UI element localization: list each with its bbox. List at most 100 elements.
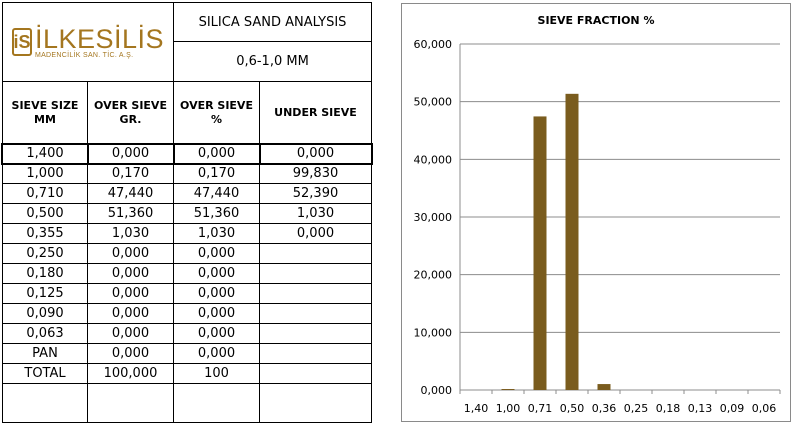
over-sieve-gr-cell[interactable]: 100,000 <box>88 364 174 384</box>
y-tick-label: 0,000 <box>421 384 453 397</box>
sieve-size-cell[interactable]: 0,125 <box>2 284 88 304</box>
x-tick-label: 1,00 <box>496 402 521 415</box>
over-sieve-gr-cell[interactable]: 47,440 <box>88 184 174 204</box>
chart-plot: 0,000 10,000 20,000 30,000 40,000 50,000 60,00… <box>414 38 781 415</box>
empty-row <box>2 384 372 423</box>
chart-title: SIEVE FRACTION % <box>537 14 655 27</box>
over-sieve-gr-cell[interactable]: 0,000 <box>88 324 174 344</box>
sieve-size-cell[interactable]: 0,090 <box>2 304 88 324</box>
over-sieve-gr-cell[interactable]: 51,360 <box>88 204 174 224</box>
over-sieve-pct-cell[interactable]: 0,000 <box>174 284 260 304</box>
x-tick-label: 0,50 <box>560 402 585 415</box>
over-sieve-pct-cell[interactable]: 0,000 <box>174 344 260 364</box>
sieve-size-cell[interactable]: 0,710 <box>2 184 88 204</box>
under-sieve-cell[interactable] <box>260 304 372 324</box>
x-tick-label: 0,18 <box>656 402 681 415</box>
sieve-fraction-chart: SIEVE FRACTION % 0,000 10,000 20,000 30,000… <box>401 3 791 422</box>
table-subtitle: 0,6-1,0 MM <box>174 42 372 82</box>
over-sieve-gr-cell[interactable]: 0,000 <box>88 304 174 324</box>
table-row: 0,500 51,360 51,360 1,030 <box>2 204 372 224</box>
header-under-sieve[interactable]: UNDER SIEVE <box>260 82 372 144</box>
sieve-size-cell[interactable]: 1,400 <box>1 143 89 165</box>
table-row: 0,250 0,000 0,000 <box>2 244 372 264</box>
x-tick-label: 0,71 <box>528 402 553 415</box>
bar-1-00 <box>501 389 515 390</box>
table-cell[interactable] <box>2 384 88 423</box>
header-over-sieve-gr[interactable]: OVER SIEVE GR. <box>88 82 174 144</box>
over-sieve-pct-cell[interactable]: 100 <box>174 364 260 384</box>
over-sieve-gr-cell[interactable]: 0,170 <box>88 164 174 184</box>
table-row: 0,180 0,000 0,000 <box>2 264 372 284</box>
table-row: 0,063 0,000 0,000 <box>2 324 372 344</box>
logo-name: İLKESİLİS <box>34 23 165 54</box>
y-tick-label: 30,000 <box>414 211 453 224</box>
y-tick-label: 40,000 <box>414 153 453 166</box>
over-sieve-gr-cell[interactable]: 0,000 <box>88 284 174 304</box>
y-tick-label: 50,000 <box>414 96 453 109</box>
header-over-sieve-pct[interactable]: OVER SIEVE % <box>174 82 260 144</box>
under-sieve-cell[interactable] <box>260 264 372 284</box>
y-tick-label: 20,000 <box>414 269 453 282</box>
x-tick-label: 0,13 <box>688 402 713 415</box>
under-sieve-cell[interactable]: 1,030 <box>260 204 372 224</box>
sieve-size-cell[interactable]: 0,250 <box>2 244 88 264</box>
table-cell[interactable] <box>260 384 372 423</box>
x-tick-label: 1,40 <box>464 402 489 415</box>
logo-mark-icon: iS <box>11 28 32 56</box>
sieve-size-cell[interactable]: 0,063 <box>2 324 88 344</box>
over-sieve-gr-cell[interactable]: 0,000 <box>88 344 174 364</box>
under-sieve-cell[interactable] <box>260 284 372 304</box>
company-logo: iS İLKESİLİS MADENCİLİK SAN. TİC. A.Ş. <box>2 2 174 82</box>
table-cell[interactable] <box>88 384 174 423</box>
over-sieve-gr-cell[interactable]: 1,030 <box>88 224 174 244</box>
table-row: 0,355 1,030 1,030 0,000 <box>2 224 372 244</box>
over-sieve-pct-cell[interactable]: 0,000 <box>174 304 260 324</box>
under-sieve-cell[interactable]: 52,390 <box>260 184 372 204</box>
table-row: 0,710 47,440 47,440 52,390 <box>2 184 372 204</box>
x-tick-label: 0,09 <box>720 402 745 415</box>
under-sieve-cell[interactable] <box>260 244 372 264</box>
analysis-sheet: iS İLKESİLİS MADENCİLİK SAN. TİC. A.Ş. S… <box>1 2 373 423</box>
over-sieve-gr-cell[interactable]: 0,000 <box>87 143 175 165</box>
bar-0-71 <box>533 116 547 391</box>
under-sieve-cell[interactable]: 0,000 <box>259 143 373 165</box>
under-sieve-cell[interactable] <box>260 364 372 384</box>
sieve-size-cell[interactable]: 0,180 <box>2 264 88 284</box>
under-sieve-cell[interactable] <box>260 344 372 364</box>
bar-0-50 <box>565 93 579 390</box>
over-sieve-pct-cell[interactable]: 51,360 <box>174 204 260 224</box>
y-tick-label: 10,000 <box>414 326 453 339</box>
over-sieve-gr-cell[interactable]: 0,000 <box>88 264 174 284</box>
table-row: 1,000 0,170 0,170 99,830 <box>2 164 372 184</box>
sieve-size-cell[interactable]: TOTAL <box>2 364 88 384</box>
under-sieve-cell[interactable] <box>260 324 372 344</box>
table-row: PAN 0,000 0,000 <box>2 344 372 364</box>
over-sieve-gr-cell[interactable]: 0,000 <box>88 244 174 264</box>
bar-0-36 <box>597 384 611 390</box>
x-tick-label: 0,06 <box>752 402 777 415</box>
sieve-size-cell[interactable]: 0,500 <box>2 204 88 224</box>
table-row: 0,090 0,000 0,000 <box>2 304 372 324</box>
header-row: SIEVE SIZE MM OVER SIEVE GR. OVER SIEVE … <box>2 82 372 144</box>
x-tick-label: 0,36 <box>592 402 617 415</box>
table-row: 1,400 0,000 0,000 0,000 <box>1 143 373 165</box>
over-sieve-pct-cell[interactable]: 0,000 <box>174 324 260 344</box>
sieve-size-cell[interactable]: PAN <box>2 344 88 364</box>
over-sieve-pct-cell[interactable]: 0,170 <box>174 164 260 184</box>
table-title: SILICA SAND ANALYSIS <box>174 2 372 42</box>
over-sieve-pct-cell[interactable]: 0,000 <box>173 143 261 165</box>
over-sieve-pct-cell[interactable]: 0,000 <box>174 244 260 264</box>
under-sieve-cell[interactable]: 99,830 <box>260 164 372 184</box>
table-cell[interactable] <box>174 384 260 423</box>
table-row: 0,125 0,000 0,000 <box>2 284 372 304</box>
sieve-size-cell[interactable]: 1,000 <box>2 164 88 184</box>
sieve-size-cell[interactable]: 0,355 <box>2 224 88 244</box>
over-sieve-pct-cell[interactable]: 47,440 <box>174 184 260 204</box>
table-row: TOTAL 100,000 100 <box>2 364 372 384</box>
logo-subtitle: MADENCİLİK SAN. TİC. A.Ş. <box>34 51 134 59</box>
header-sieve-size[interactable]: SIEVE SIZE MM <box>2 82 88 144</box>
x-tick-label: 0,25 <box>624 402 649 415</box>
under-sieve-cell[interactable]: 0,000 <box>260 224 372 244</box>
over-sieve-pct-cell[interactable]: 0,000 <box>174 264 260 284</box>
over-sieve-pct-cell[interactable]: 1,030 <box>174 224 260 244</box>
